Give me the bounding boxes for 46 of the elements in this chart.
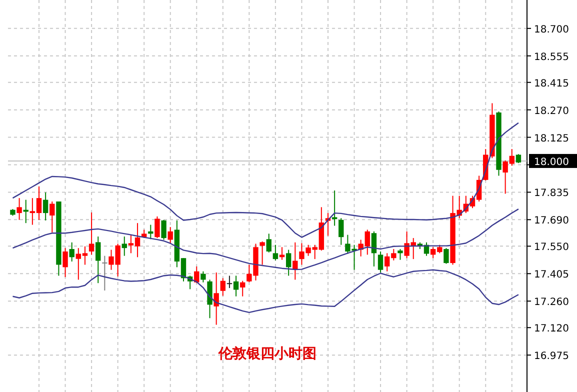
candlestick bbox=[122, 236, 127, 256]
candlestick bbox=[148, 224, 154, 240]
candlestick bbox=[88, 212, 94, 256]
y-tick-label: 18.555 bbox=[534, 52, 569, 63]
candlestick bbox=[260, 240, 265, 266]
candlestick bbox=[292, 242, 298, 280]
candlestick bbox=[338, 218, 344, 246]
candlestick bbox=[154, 216, 160, 239]
y-tick-label: 16.975 bbox=[534, 351, 569, 362]
candlestick bbox=[220, 278, 226, 296]
text: 伦敦银四小时图 bbox=[218, 345, 316, 362]
candlestick bbox=[444, 248, 449, 264]
candlestick bbox=[161, 219, 166, 240]
y-tick-label: 17.405 bbox=[534, 270, 569, 281]
candlestick bbox=[226, 275, 232, 289]
candlestick bbox=[16, 198, 22, 220]
y-tick-label: 17.260 bbox=[534, 297, 569, 308]
candlestick bbox=[233, 275, 239, 297]
candlestick bbox=[214, 272, 219, 326]
y-tick-label: 17.550 bbox=[534, 242, 569, 254]
candlestick bbox=[286, 249, 292, 276]
candlestick bbox=[207, 279, 212, 319]
candlestick bbox=[240, 280, 246, 297]
candlestick bbox=[102, 255, 108, 291]
candlestick bbox=[42, 192, 48, 221]
candlestick bbox=[69, 242, 74, 262]
candlestick bbox=[200, 270, 206, 283]
candlestick bbox=[168, 226, 173, 244]
ref-line-label: 18.000 bbox=[534, 156, 569, 168]
candlestick bbox=[378, 250, 384, 274]
y-tick-label: 17.690 bbox=[534, 216, 569, 227]
y-tick-label: 18.125 bbox=[534, 133, 569, 144]
candlestick bbox=[50, 200, 55, 233]
candlestick bbox=[266, 233, 272, 253]
y-tick-label: 18.270 bbox=[534, 106, 569, 117]
candlestick bbox=[272, 244, 278, 261]
candlestick bbox=[96, 236, 101, 284]
y-tick-label: 18.415 bbox=[534, 78, 569, 90]
candlestick bbox=[332, 190, 338, 226]
candlestick bbox=[371, 230, 377, 267]
y-tick-label: 17.120 bbox=[534, 324, 569, 335]
y-tick-label: 18.700 bbox=[534, 24, 569, 36]
candlestick bbox=[279, 246, 285, 260]
candlestick bbox=[398, 248, 403, 260]
candlestick bbox=[62, 248, 68, 278]
y-tick-label: 17.835 bbox=[534, 188, 569, 200]
